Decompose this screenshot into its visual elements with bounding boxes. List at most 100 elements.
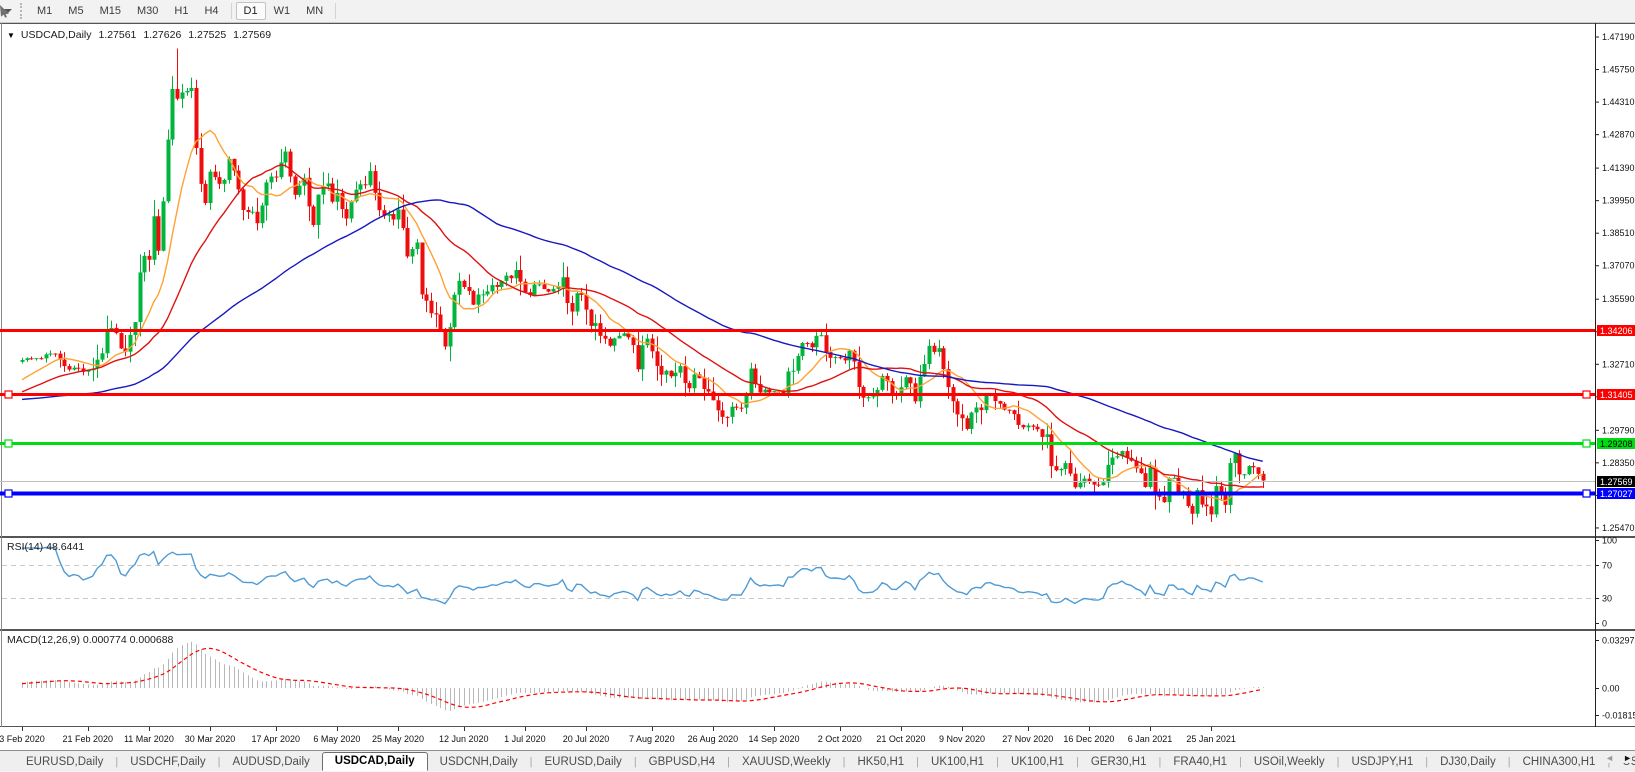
chart-tab-eurusd-daily[interactable]: EURUSD,Daily: [544, 756, 622, 768]
rsi-label: RSI(14) 48.6441: [7, 541, 84, 553]
chart-tab-uk100-h1[interactable]: UK100,H1: [1010, 756, 1064, 768]
drawing-cursor-icon[interactable]: [0, 4, 11, 18]
candle-body: [687, 383, 692, 389]
candle-body: [326, 183, 331, 187]
candle-body: [58, 353, 63, 360]
candle-body: [589, 309, 594, 326]
chart-tab-china300-h1[interactable]: CHINA300,H1: [1522, 756, 1596, 768]
chart-tab-xauusd-weekly[interactable]: XAUUSD,Weekly: [742, 756, 831, 768]
candle-body: [579, 293, 584, 295]
candle-body: [255, 211, 260, 224]
macd-name: MACD(12,26,9): [7, 634, 80, 646]
timeframe-button-h1[interactable]: H1: [174, 5, 189, 17]
chart-menu-triangle-icon[interactable]: ▼: [7, 31, 15, 40]
chart-tab-usdchf-daily[interactable]: USDCHF,Daily: [130, 756, 206, 768]
candle-body: [509, 275, 514, 279]
main-price-chart[interactable]: 1.47190 1.45750 1.44310 1.42870 1.41390 1.399…: [0, 23, 1635, 537]
date-tick-label: 21 Oct 2020: [876, 734, 926, 744]
candle-body: [1007, 409, 1012, 411]
candle-body: [669, 370, 674, 377]
candle-body: [941, 348, 946, 370]
candle-body: [424, 294, 429, 301]
hline-handle-1.31405[interactable]: [1582, 390, 1591, 399]
candle-body: [1016, 414, 1021, 425]
timeframe-button-w1[interactable]: W1: [273, 5, 291, 17]
candle-body: [1242, 474, 1247, 476]
candle-body: [354, 189, 359, 202]
timeframe-button-m5[interactable]: M5: [68, 5, 84, 17]
candles: [20, 48, 1266, 525]
tab-separator: |: [842, 756, 846, 768]
hline-handle-1.27027[interactable]: [1582, 489, 1591, 498]
candle-body: [462, 280, 467, 288]
candle-body: [142, 255, 147, 273]
chart-tab-fra40-h1[interactable]: FRA40,H1: [1173, 756, 1228, 768]
rsi-indicator-panel[interactable]: 100 70 30 0: [0, 537, 1635, 630]
toolbar-grip-handle[interactable]: [20, 3, 22, 19]
tab-separator: |: [1336, 756, 1340, 768]
ohlc-high: 1.27626: [143, 29, 182, 41]
timeframe-button-group: M1 M5 M15 M30 H1 H4 D1 W1 MN: [29, 2, 340, 20]
chart-tab-dj30-daily[interactable]: DJ30,Daily: [1440, 756, 1496, 768]
date-tick-label: 16 Dec 2020: [1063, 734, 1115, 744]
date-axis[interactable]: 3 Feb 2020 21 Feb 2020 11 Mar 2020 30 Mar 2…: [0, 727, 1635, 750]
candle-body: [702, 378, 707, 390]
macd-indicator-panel[interactable]: 0.032972 0.00 -0.01815: [0, 630, 1635, 727]
date-tick-label: 2 Oct 2020: [817, 734, 862, 744]
timeframe-button-h4[interactable]: H4: [204, 5, 219, 17]
price-tick-label: 1.45750: [1602, 65, 1635, 75]
macd-tick-label: 0.00: [1602, 684, 1620, 694]
candle-body: [636, 345, 641, 370]
candle-body: [805, 343, 810, 345]
timeframe-button-d1[interactable]: D1: [235, 2, 266, 20]
chart-tab-usdcad-daily[interactable]: USDCAD,Daily: [321, 752, 428, 771]
candle-body: [1176, 477, 1181, 493]
chart-tab-usdcnh-daily[interactable]: USDCNH,Daily: [439, 756, 518, 768]
timeframe-button-m15[interactable]: M15: [99, 5, 121, 17]
tab-scroll-right-icon[interactable]: ►: [1623, 753, 1632, 763]
candle-body: [438, 314, 443, 330]
timeframe-button-mn[interactable]: MN: [306, 5, 324, 17]
chevron-down-icon[interactable]: [4, 9, 12, 13]
timeframe-button-m1[interactable]: M1: [37, 5, 53, 17]
toolbar-separator: [230, 3, 232, 19]
timeframe-button-m30[interactable]: M30: [136, 5, 159, 17]
candle-body: [546, 289, 551, 292]
macd-tick-label: 0.032972: [1602, 636, 1635, 646]
chart-tab-gbpusd-h4[interactable]: GBPUSD,H4: [648, 756, 716, 768]
date-tick-label: 27 Nov 2020: [1002, 734, 1054, 744]
rsi-name: RSI(14): [7, 541, 44, 553]
macd-value-signal: 0.000688: [129, 634, 174, 646]
chart-tab-ger30-h1[interactable]: GER30,H1: [1090, 756, 1147, 768]
ohlc-low: 1.27525: [188, 29, 227, 41]
date-tick-label: 25 Jan 2021: [1186, 734, 1236, 744]
ma-fast-orange-line: [21, 129, 1263, 502]
candle-body: [899, 387, 904, 396]
price-tick-label: 1.29790: [1602, 425, 1635, 435]
chart-tab-audusd-daily[interactable]: AUDUSD,Daily: [232, 756, 310, 768]
candle-body: [213, 171, 218, 178]
hline-handle-1.29208[interactable]: [4, 439, 13, 448]
chart-tab-uk100-h1[interactable]: UK100,H1: [931, 756, 985, 768]
candle-body: [471, 291, 476, 305]
tab-separator: |: [1158, 756, 1162, 768]
panel-background: [0, 23, 1635, 537]
candle-body: [739, 407, 744, 409]
chart-tab-usdjpy-h1[interactable]: USDJPY,H1: [1351, 756, 1414, 768]
candle-body: [199, 147, 204, 184]
hline-handle-1.29208[interactable]: [1582, 439, 1591, 448]
hline-1.34206-badge-text: 1.34206: [1600, 326, 1633, 336]
hline-handle-1.31405[interactable]: [4, 390, 13, 399]
candle-body: [913, 383, 918, 402]
candle-body: [396, 209, 401, 220]
candle-body: [979, 407, 984, 411]
tab-scroll-left-icon[interactable]: ◄: [1605, 753, 1615, 763]
candle-body: [147, 255, 152, 260]
chart-tab-usoil-weekly[interactable]: USOil,Weekly: [1253, 756, 1325, 768]
chart-tab-eurusd-daily[interactable]: EURUSD,Daily: [26, 756, 104, 768]
candle-body: [133, 322, 138, 335]
candle-body: [1195, 490, 1200, 514]
chart-tab-hk50-h1[interactable]: HK50,H1: [857, 756, 905, 768]
hline-handle-1.27027[interactable]: [4, 489, 13, 498]
ma-slow-blue-line: [21, 199, 1263, 462]
